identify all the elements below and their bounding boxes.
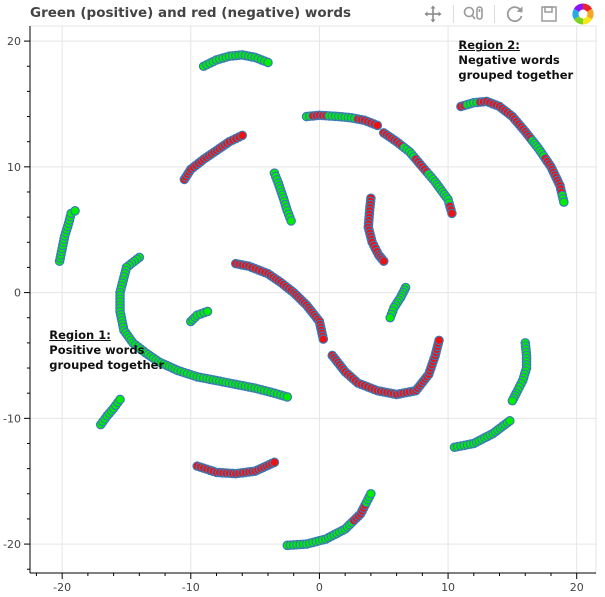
- data-point: [263, 57, 273, 68]
- bokeh-logo-icon: [572, 3, 594, 25]
- points-layer: [54, 50, 569, 551]
- reset-tool[interactable]: [501, 1, 529, 27]
- data-point: [286, 216, 296, 226]
- toolbar-separator: [453, 5, 454, 23]
- data-point: [115, 394, 125, 405]
- data-point: [505, 416, 515, 426]
- region-annotation: Region 2: Negative words grouped together: [458, 38, 573, 83]
- data-point: [70, 206, 80, 216]
- x-tick-label: -10: [182, 581, 200, 594]
- y-tick-label: 10: [7, 161, 21, 174]
- data-point: [366, 488, 376, 499]
- data-point: [282, 392, 293, 402]
- x-tick-label: 10: [441, 581, 455, 594]
- data-point: [269, 457, 280, 468]
- region-heading: Region 2:: [458, 38, 520, 53]
- data-point: [507, 395, 518, 406]
- y-tick-label: -20: [3, 538, 21, 551]
- reset-icon: [506, 6, 523, 23]
- bokeh-logo[interactable]: [569, 1, 597, 27]
- data-point: [447, 208, 457, 219]
- data-point: [385, 312, 395, 323]
- pan-icon: [424, 5, 442, 23]
- x-tick-label: 0: [316, 581, 323, 594]
- x-tick-label: 20: [570, 581, 584, 594]
- chart-title: Green (positive) and red (negative) word…: [30, 5, 352, 21]
- data-point: [237, 130, 248, 141]
- data-point: [372, 120, 383, 131]
- y-tick-label: 20: [7, 35, 21, 48]
- y-tick-label: 0: [14, 287, 21, 300]
- toolbar-separator: [494, 5, 495, 23]
- data-point: [559, 197, 569, 207]
- data-point: [378, 256, 389, 266]
- region-heading: Region 1:: [49, 327, 111, 342]
- save-tool[interactable]: [535, 1, 563, 27]
- plot-frame: [29, 25, 597, 574]
- data-point: [202, 306, 213, 317]
- data-point: [434, 335, 444, 346]
- wheel-zoom-icon: [463, 6, 483, 20]
- region-text-line: Positive words: [49, 342, 145, 357]
- save-icon: [541, 6, 557, 22]
- region-annotation: Region 1: Positive words grouped together: [49, 328, 164, 373]
- region-text-line: Negative words: [458, 53, 560, 68]
- wheel-zoom-tool[interactable]: [460, 1, 488, 27]
- data-point: [318, 334, 329, 344]
- toolbar: [419, 0, 597, 28]
- y-tick-label: -10: [3, 412, 21, 425]
- region-text-line: grouped together: [49, 357, 165, 372]
- x-tick-label: -20: [53, 581, 71, 594]
- region-text-line: grouped together: [458, 68, 574, 83]
